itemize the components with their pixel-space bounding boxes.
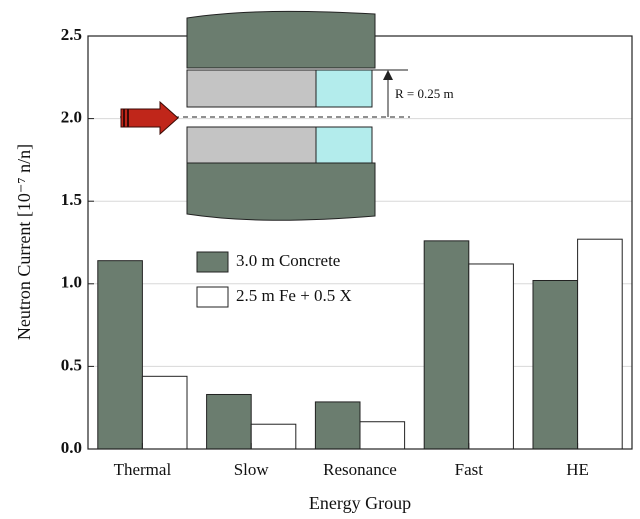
x-axis-title: Energy Group — [309, 493, 411, 513]
bar — [97, 260, 143, 450]
bar — [468, 263, 514, 450]
legend-label: 2.5 m Fe + 0.5 X — [236, 286, 352, 305]
inset-diagram: R = 0.25 m — [120, 10, 454, 221]
x-tick-label: HE — [566, 460, 589, 479]
beam-arrow — [120, 100, 179, 136]
x-tick-label: Thermal — [114, 460, 172, 479]
y-tick-label: 0.0 — [61, 438, 82, 457]
bar — [532, 279, 579, 450]
shield-top — [186, 10, 376, 69]
layer-top-grey — [186, 69, 317, 108]
x-tick-label: Slow — [234, 460, 270, 479]
bars — [97, 238, 623, 450]
dimension-arrowhead — [383, 70, 393, 80]
y-axis-title: Neutron Current [10⁻⁷ n/n] — [14, 144, 34, 340]
bar — [359, 421, 406, 450]
layer-top-cyan — [315, 69, 373, 108]
layer-bottom-grey — [186, 126, 317, 164]
y-tick-label: 1.5 — [61, 190, 82, 209]
legend-label: 3.0 m Concrete — [236, 251, 340, 270]
annotation: R = 0.25 m — [395, 86, 454, 101]
bar — [423, 240, 470, 450]
y-tick-label: 2.5 — [61, 25, 82, 44]
legend-swatch — [196, 251, 229, 273]
layer-bottom-cyan — [315, 126, 373, 164]
y-tick-label: 0.5 — [61, 355, 82, 374]
bar — [314, 401, 361, 450]
y-tick-label: 2.0 — [61, 108, 82, 127]
bar — [141, 375, 188, 450]
shield-bottom — [186, 162, 376, 221]
legend-swatch — [196, 286, 229, 308]
bar — [206, 393, 252, 450]
x-tick-label: Fast — [455, 460, 484, 479]
bar — [577, 238, 623, 450]
x-tick-label: Resonance — [323, 460, 397, 479]
bar — [250, 423, 297, 450]
y-tick-label: 1.0 — [61, 273, 82, 292]
